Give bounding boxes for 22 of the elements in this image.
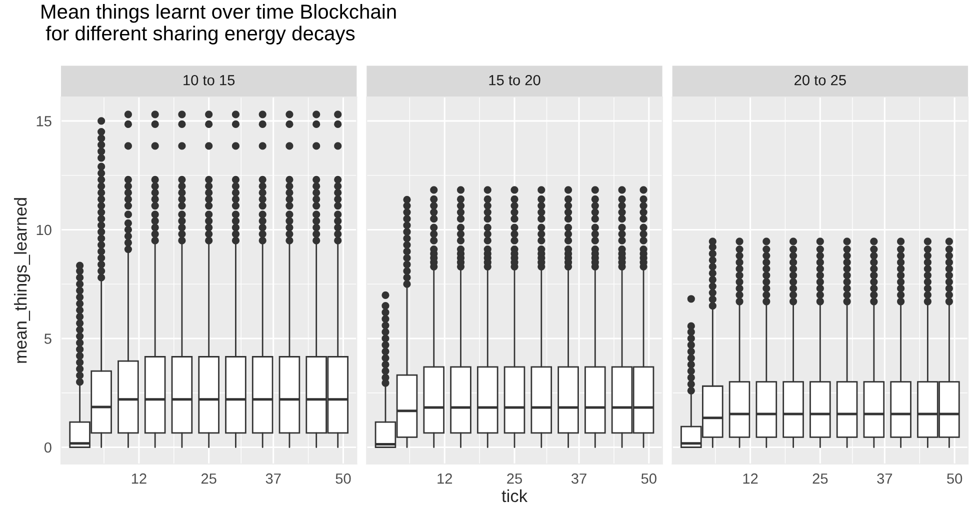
y-tick-label: 5 — [44, 334, 52, 344]
chart-title: 10 to 15 — [184, 74, 235, 86]
y-tick-label: 10 — [36, 224, 52, 236]
x-tick-label: 12 — [438, 473, 452, 484]
y-tick-label: 0 — [44, 442, 52, 453]
chart-title: 20 to 25 — [794, 74, 846, 86]
x-axis-title: tick — [502, 489, 528, 502]
x-tick-label: 37 — [877, 473, 892, 484]
x-tick-label: 50 — [947, 473, 962, 484]
x-tick-label: 12 — [132, 473, 146, 484]
x-tick-label: 12 — [743, 473, 758, 484]
y-axis-title: mean_things_learned — [14, 198, 30, 363]
y-tick-label: 15 — [36, 116, 52, 126]
x-tick-label: 50 — [336, 473, 351, 484]
x-tick-label: 25 — [507, 473, 522, 484]
text: Mean things learnt over time Blockchain for different sharing energy decays — [42, 4, 396, 44]
x-tick-label: 25 — [812, 473, 828, 484]
x-tick-label: 37 — [266, 473, 281, 484]
x-tick-label: 37 — [571, 473, 586, 484]
x-tick-label: 25 — [201, 473, 216, 484]
chart-title: 15 to 20 — [489, 74, 540, 86]
x-tick-label: 50 — [641, 473, 656, 484]
